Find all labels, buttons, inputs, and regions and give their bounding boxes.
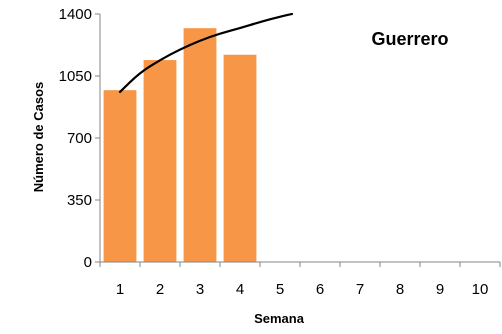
x-tick-label: 2 — [156, 281, 164, 298]
chart-title: Guerrero — [371, 29, 448, 49]
axes-layer — [95, 13, 501, 267]
x-tick-label: 8 — [396, 281, 404, 298]
x-tick-label: 3 — [196, 281, 204, 298]
x-tick-label: 4 — [236, 281, 244, 298]
bar-week-4 — [223, 54, 257, 262]
x-tick-label: 1 — [116, 281, 124, 298]
tick-labels-layer: 0 350 700 1050 1400 1 2 3 4 5 6 7 8 9 10 — [59, 6, 489, 298]
y-tick-label: 700 — [67, 130, 92, 147]
trend-line — [118, 12, 294, 93]
y-tick-label: 1400 — [59, 6, 92, 23]
bar-week-1 — [103, 90, 137, 262]
trend-line-layer — [118, 12, 294, 93]
x-tick-label: 10 — [472, 281, 489, 298]
x-tick-label: 5 — [276, 281, 284, 298]
bar-week-2 — [143, 60, 177, 263]
x-tick-label: 9 — [436, 281, 444, 298]
x-tick-label: 6 — [316, 281, 324, 298]
x-axis-title: Semana — [254, 311, 305, 326]
bars-layer — [103, 28, 257, 263]
y-tick-label: 1050 — [59, 68, 92, 85]
bar-week-3 — [183, 28, 217, 263]
y-tick-label: 0 — [84, 254, 92, 271]
x-tick-label: 7 — [356, 281, 364, 298]
y-tick-label: 350 — [67, 192, 92, 209]
y-axis-title: Número de Casos — [31, 82, 46, 193]
